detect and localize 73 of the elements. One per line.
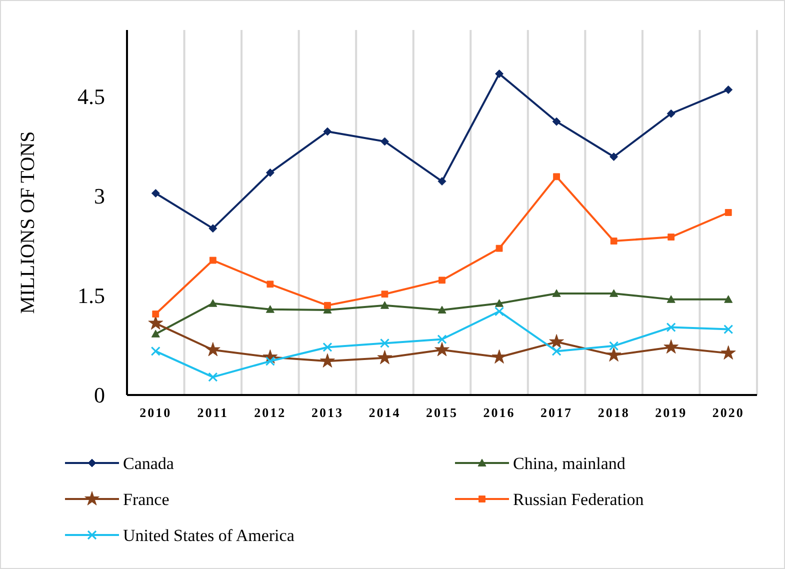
x-tick-label: 2016 — [483, 405, 516, 420]
point — [495, 299, 504, 307]
legend-label: Canada — [123, 454, 174, 473]
y-tick-label: 4.5 — [78, 84, 105, 110]
y-axis-title: MILLIONS OF TONS — [17, 131, 39, 314]
point — [151, 189, 160, 198]
point — [380, 338, 390, 348]
point — [322, 342, 332, 352]
point — [151, 330, 160, 338]
x-tick-label: 2019 — [655, 405, 688, 420]
point — [552, 289, 561, 297]
point — [437, 334, 447, 344]
x-tick-label: 2014 — [368, 405, 401, 420]
point — [666, 109, 676, 118]
point — [496, 244, 503, 252]
point — [266, 280, 274, 288]
point — [380, 301, 389, 309]
point — [494, 306, 504, 316]
point — [434, 342, 450, 356]
point — [666, 322, 676, 332]
point — [606, 347, 622, 362]
x-tick-label: 2010 — [140, 405, 172, 420]
point — [724, 85, 733, 94]
point — [724, 209, 732, 216]
point — [492, 349, 507, 364]
point — [664, 339, 679, 354]
point — [438, 276, 446, 284]
point — [552, 117, 561, 126]
legend-label: France — [123, 490, 170, 509]
y-tick-label: 0 — [94, 382, 105, 408]
point — [324, 302, 331, 309]
point — [720, 345, 736, 360]
x-tick-label: 2015 — [426, 405, 458, 420]
point — [323, 127, 332, 136]
point — [666, 295, 676, 303]
point — [381, 290, 388, 298]
point — [266, 305, 274, 313]
x-tick-label: 2018 — [598, 405, 630, 420]
point — [552, 346, 562, 356]
point — [610, 289, 618, 297]
y-tick-label: 1.5 — [78, 283, 105, 308]
point — [724, 324, 734, 334]
point — [438, 177, 446, 186]
legend-label: Russian Federation — [513, 490, 644, 509]
point — [668, 234, 675, 241]
point — [208, 299, 218, 307]
point — [610, 152, 618, 162]
x-tick-label: 2020 — [712, 405, 744, 420]
legend-label: China, mainland — [513, 454, 626, 473]
point — [208, 372, 218, 382]
point — [438, 306, 446, 314]
point — [150, 346, 160, 356]
x-tick-label: 2011 — [197, 405, 229, 420]
point — [266, 168, 274, 177]
x-tick-label: 2013 — [311, 405, 344, 420]
point — [377, 350, 392, 364]
point — [320, 353, 335, 368]
point — [724, 295, 733, 303]
point — [610, 238, 618, 244]
y-tick-label: 3 — [94, 184, 105, 209]
point — [553, 173, 560, 180]
point — [495, 70, 504, 78]
point — [152, 310, 160, 318]
point — [380, 137, 389, 146]
x-tick-label: 2012 — [254, 405, 286, 420]
point — [205, 342, 220, 356]
point — [208, 224, 218, 233]
point — [549, 334, 564, 348]
point — [209, 256, 216, 264]
legend-label: United States of America — [123, 526, 295, 545]
point — [609, 341, 619, 351]
x-tick-label: 2017 — [540, 405, 573, 420]
point — [148, 316, 164, 330]
